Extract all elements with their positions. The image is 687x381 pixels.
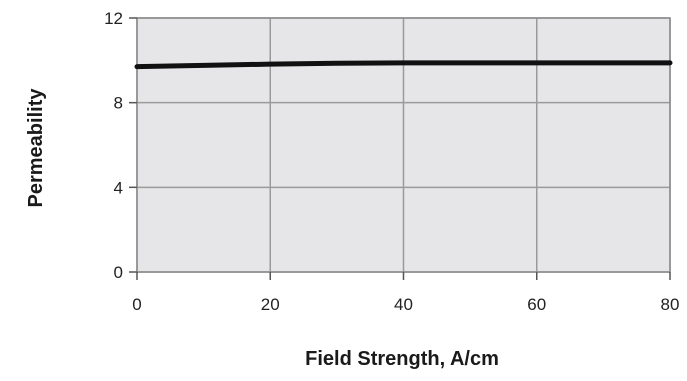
y-tick-label: 8 (114, 94, 123, 113)
axes (129, 17, 671, 280)
y-tick-label: 4 (114, 178, 123, 197)
x-tick-label: 60 (527, 295, 546, 314)
y-tick-label: 0 (114, 263, 123, 282)
x-tick-label: 40 (394, 295, 413, 314)
x-tick-label: 20 (261, 295, 280, 314)
x-tick-label: 0 (132, 295, 141, 314)
tick-labels: 0 20 40 60 80 0 4 8 12 (104, 9, 679, 314)
y-axis-title: Permeability (25, 88, 47, 208)
series-group (134, 60, 673, 70)
y-tick-label: 12 (104, 9, 123, 28)
x-axis-title: Field Strength, A/cm (305, 348, 499, 370)
series-line (134, 60, 673, 70)
x-tick-label: 80 (661, 295, 680, 314)
